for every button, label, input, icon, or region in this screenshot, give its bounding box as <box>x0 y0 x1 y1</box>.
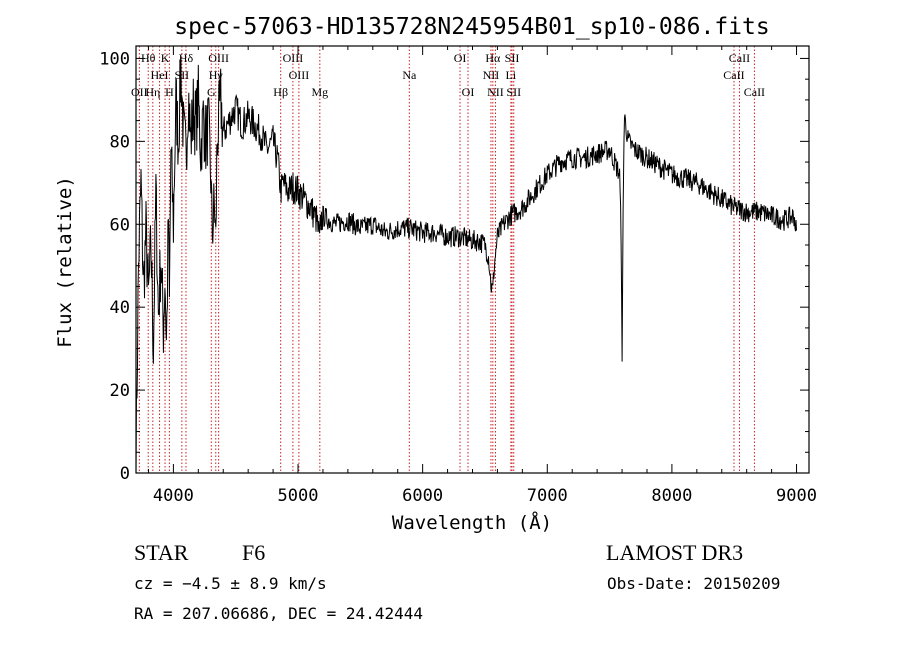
line-label: Na <box>402 68 417 82</box>
redshift-info: cz = −4.5 ± 8.9 km/s <box>134 574 327 593</box>
x-tick-label: 4000 <box>153 486 194 506</box>
y-tick-label: 20 <box>110 381 130 401</box>
survey-label: LAMOST DR3 <box>606 540 743 565</box>
line-label: OI <box>454 51 467 65</box>
y-tick-label: 80 <box>110 132 130 152</box>
line-label: CaII <box>723 68 744 82</box>
y-tick-label: 100 <box>99 49 130 69</box>
line-label: Hη <box>145 85 160 99</box>
line-label: OIII <box>283 51 304 65</box>
x-tick-label: 8000 <box>651 486 692 506</box>
x-tick-label: 6000 <box>402 486 443 506</box>
y-tick-label: 60 <box>110 215 130 235</box>
line-label: SII <box>505 51 520 65</box>
line-label: OIII <box>208 51 229 65</box>
spectrum-line <box>135 56 797 474</box>
obs-date: Obs-Date: 20150209 <box>607 574 780 593</box>
y-tick-label: 40 <box>110 298 130 318</box>
line-label: HeI <box>151 68 169 82</box>
line-label: NII <box>483 68 500 82</box>
y-axis-label: Flux (relative) <box>54 176 76 348</box>
line-label: OIII <box>289 68 310 82</box>
line-label: Mg <box>311 85 328 99</box>
line-label: H <box>165 85 174 99</box>
x-tick-label: 9000 <box>776 486 817 506</box>
plot-frame <box>135 45 810 474</box>
line-label: OI <box>462 85 475 99</box>
coordinates: RA = 207.06686, DEC = 24.42444 <box>134 604 423 623</box>
line-label: CaII <box>744 85 765 99</box>
x-tick-label: 7000 <box>527 486 568 506</box>
y-tick-label: 0 <box>120 464 130 484</box>
line-label: Hα <box>485 51 501 65</box>
line-label: Hβ <box>273 85 288 99</box>
line-label: Hδ <box>179 51 194 65</box>
axis-ticks: 4000 5000 6000 7000 8000 9000 0 20 40 60 80 100 <box>99 46 817 506</box>
line-label: CaII <box>729 51 750 65</box>
x-axis-label: Wavelength (Å) <box>392 511 552 534</box>
line-label: G <box>207 85 216 99</box>
line-markers <box>138 46 755 473</box>
subclass: F6 <box>242 540 265 565</box>
x-tick-label: 5000 <box>278 486 319 506</box>
line-label: NII <box>487 85 504 99</box>
line-label: Li <box>506 68 517 82</box>
line-label: SII <box>175 68 190 82</box>
line-label: Hγ <box>209 68 224 82</box>
line-label: Hθ <box>141 51 156 65</box>
line-label: OII <box>131 85 148 99</box>
spectrum-series <box>135 56 797 474</box>
chart-title: spec-57063-HD135728N245954B01_sp10-086.f… <box>174 14 769 40</box>
line-label: SII <box>506 85 521 99</box>
line-label: K <box>161 51 170 65</box>
object-class: STAR <box>134 540 189 565</box>
